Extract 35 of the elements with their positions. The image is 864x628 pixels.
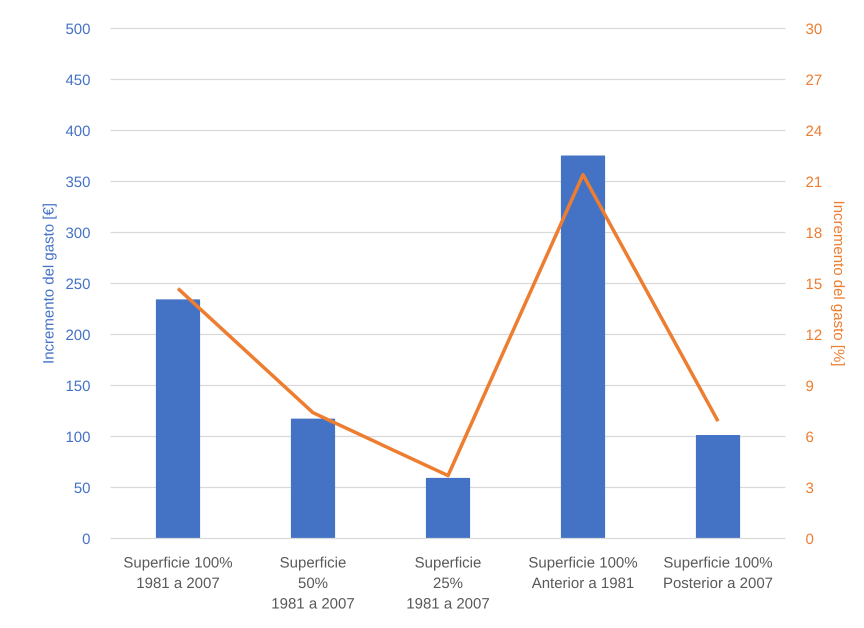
- line-series: [176, 172, 720, 478]
- y-tick-label: 200: [65, 327, 91, 344]
- y-tick-label: 250: [65, 276, 91, 293]
- y-tick-label: 500: [65, 21, 91, 38]
- y-tick-label: 450: [65, 72, 91, 89]
- y-tick-label: 150: [65, 378, 91, 395]
- y2-tick-label: 6: [806, 429, 814, 446]
- y2-tick-label: 21: [806, 174, 822, 191]
- y2-tick-label: 24: [806, 123, 822, 140]
- y2-tick-label: 30: [806, 21, 822, 38]
- x-tick-label: Superficie 100% Anterior a 1981: [528, 554, 638, 592]
- y-tick-label: 350: [65, 174, 91, 191]
- y-tick-label: 0: [82, 531, 90, 548]
- x-tick-label: Superficie 100% Posterior a 2007: [662, 554, 774, 592]
- y-tick-label: 300: [65, 225, 91, 242]
- y2-tick-label: 0: [806, 531, 814, 548]
- bar: [696, 434, 740, 538]
- y-tick-label: 50: [74, 480, 91, 497]
- y2-tick-label: 15: [806, 276, 822, 293]
- bar: [426, 478, 470, 538]
- y2-tick-label: 27: [806, 72, 822, 89]
- x-tick-label: Superficie 50% 1981 a 2007: [271, 554, 355, 612]
- y-axis-title: Incremento del gasto [€]: [40, 203, 58, 364]
- y2-tick-label: 12: [806, 327, 822, 344]
- x-tick-label: Superficie 25% 1981 a 2007: [406, 554, 490, 612]
- y2-axis-title: Incremento del gasto [%]: [830, 200, 848, 366]
- y2-tick-label: 18: [806, 225, 822, 242]
- y-tick-label: 100: [65, 429, 91, 446]
- x-tick-label: Superficie 100% 1981 a 2007: [123, 554, 233, 592]
- bar: [290, 418, 336, 538]
- y2-tick-label: 3: [806, 480, 814, 497]
- y-tick-label: 400: [65, 123, 91, 140]
- y2-tick-label: 9: [806, 378, 814, 395]
- bar: [156, 299, 200, 538]
- bar: [560, 156, 606, 538]
